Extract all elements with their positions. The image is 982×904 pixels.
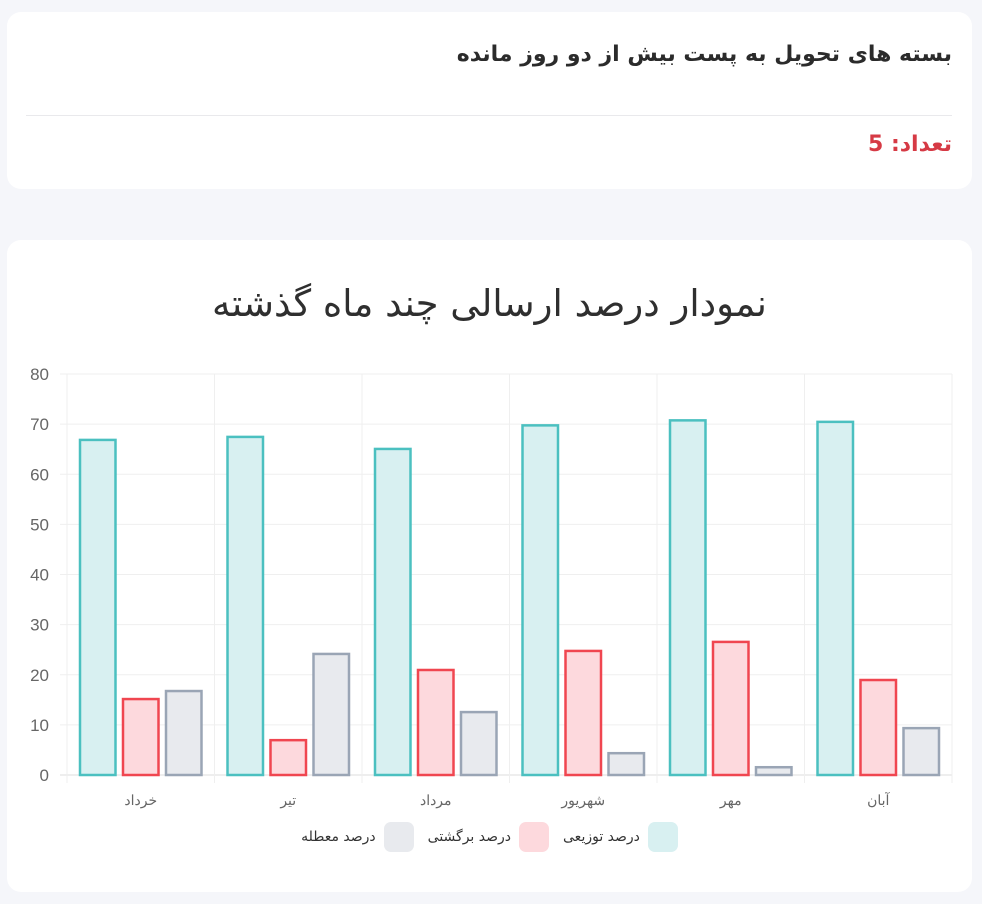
legend-item[interactable]: درصد توزیعی xyxy=(563,822,678,852)
x-tick-label: مرداد xyxy=(420,792,452,809)
y-tick-label: 50 xyxy=(30,515,49,534)
bar[interactable] xyxy=(521,424,560,777)
delayed-packages-count: تعداد: 5 xyxy=(868,132,952,157)
legend-swatch xyxy=(647,822,678,852)
bar[interactable] xyxy=(564,649,603,777)
x-tick-label: آبان xyxy=(867,791,890,808)
bar[interactable] xyxy=(121,697,160,777)
legend-item[interactable]: درصد معطله xyxy=(301,822,414,852)
y-tick-label: 30 xyxy=(30,616,49,635)
chart-legend: درصد توزیعی درصد برگشتی درصد معطله xyxy=(7,822,972,852)
bar[interactable] xyxy=(312,652,351,777)
bar[interactable] xyxy=(902,726,941,777)
bar[interactable] xyxy=(754,765,793,777)
bar[interactable] xyxy=(459,710,498,777)
chart-title: نمودار درصد ارسالی چند ماه گذشته xyxy=(212,282,767,325)
legend-swatch xyxy=(519,822,550,852)
legend-label: درصد معطله xyxy=(301,829,376,845)
bar[interactable] xyxy=(373,447,412,777)
bar[interactable] xyxy=(668,419,707,777)
chart-card: نمودار درصد ارسالی چند ماه گذشته 0 10 20 30… xyxy=(7,240,972,892)
y-tick-label: 70 xyxy=(30,415,49,434)
y-tick-label: 10 xyxy=(30,716,49,735)
bar[interactable] xyxy=(226,435,265,777)
x-tick-label: خرداد xyxy=(124,792,157,809)
bar[interactable] xyxy=(164,689,203,777)
bar-chart: 0 10 20 30 40 50 60 70 80 خرداد تیر مرداد شهریور مهر آ… xyxy=(30,365,953,809)
bar[interactable] xyxy=(711,640,750,777)
bar[interactable] xyxy=(859,678,898,777)
legend-label: درصد توزیعی xyxy=(563,829,640,845)
x-tick-label: مهر xyxy=(719,792,742,809)
y-tick-label: 80 xyxy=(30,365,49,384)
y-tick-label: 0 xyxy=(40,766,49,785)
bar[interactable] xyxy=(416,668,455,777)
delayed-packages-card: بسته های تحویل به پست بیش از دو روز ماند… xyxy=(7,12,972,189)
x-tick-label: شهریور xyxy=(560,792,605,809)
y-tick-label: 20 xyxy=(30,666,49,685)
bar[interactable] xyxy=(816,420,855,777)
legend-item[interactable]: درصد برگشتی xyxy=(427,822,550,852)
bar[interactable] xyxy=(269,738,308,777)
x-tick-label: تیر xyxy=(279,792,296,809)
delayed-packages-title: بسته های تحویل به پست بیش از دو روز ماند… xyxy=(456,42,953,67)
y-tick-label: 60 xyxy=(30,465,49,484)
y-tick-label: 40 xyxy=(30,566,49,585)
legend-label: درصد برگشتی xyxy=(427,829,512,845)
divider xyxy=(26,115,952,116)
bar[interactable] xyxy=(78,438,117,777)
legend-swatch xyxy=(383,822,414,852)
bar[interactable] xyxy=(607,751,646,777)
